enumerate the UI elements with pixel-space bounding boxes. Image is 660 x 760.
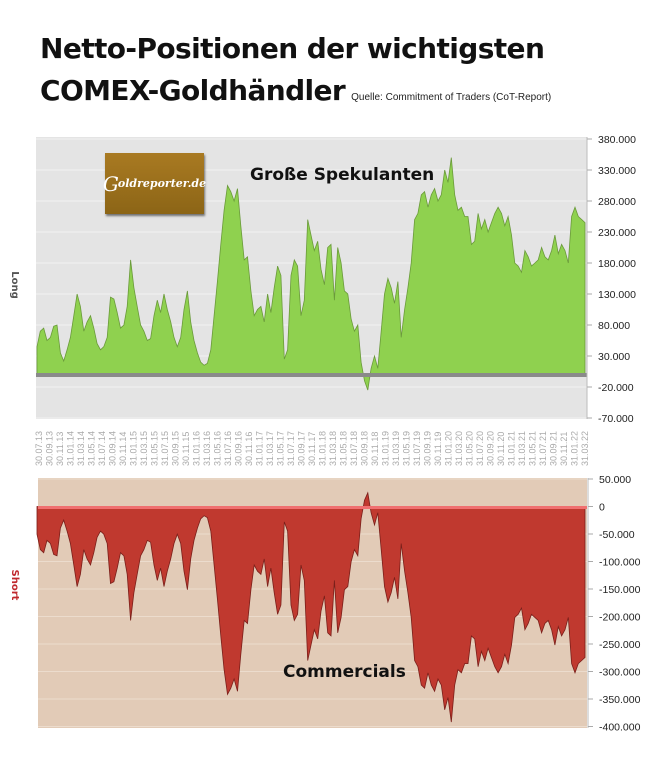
- x-date-label: 30.11.17: [307, 432, 317, 466]
- x-date-label: 31.05.20: [465, 431, 475, 466]
- x-date-label: 31.03.20: [454, 431, 464, 466]
- y-tick-label: 330.000: [598, 165, 636, 177]
- lower-zero-baseline: [38, 506, 587, 509]
- logo-text: oldreporter.de: [117, 177, 207, 190]
- x-date-label: 31.01.19: [381, 431, 391, 466]
- x-date-label: 31.03.14: [76, 431, 86, 466]
- y-tick-label: 180.000: [598, 258, 636, 270]
- x-date-label: 31.05.19: [402, 431, 412, 466]
- upper-zero-baseline: [36, 373, 587, 377]
- y-tick-label: -350.000: [599, 694, 641, 706]
- y-tick-label: -100.000: [599, 557, 641, 569]
- chart-title: Netto-Positionen der wichtigsten COMEX-G…: [40, 28, 551, 119]
- x-date-label: 30.09.15: [171, 431, 181, 466]
- x-date-label: 31.03.19: [391, 431, 401, 466]
- x-date-label: 31.05.14: [87, 431, 97, 466]
- x-date-label: 31.05.21: [528, 431, 538, 466]
- y-tick-label: 230.000: [598, 227, 636, 239]
- y-tick-label: 30.000: [598, 351, 630, 363]
- y-tick-label: -250.000: [599, 639, 641, 651]
- x-date-label: 30.09.17: [297, 431, 307, 466]
- y-tick-label: -70.000: [598, 413, 634, 425]
- x-date-label: 31.01.18: [318, 431, 328, 466]
- x-date-label: 30.11.19: [433, 432, 443, 466]
- upper-series-label: Große Spekulanten: [250, 165, 434, 185]
- y-tick-label: -150.000: [599, 584, 641, 596]
- lower-y-label: Short: [9, 570, 20, 601]
- x-date-label: 31.03.18: [328, 431, 338, 466]
- x-date-label: 31.07.21: [538, 431, 548, 466]
- lower-y-ticks: 50.000 0 -50.000 -100.000 -150.000 -200.000 -2…: [588, 474, 641, 734]
- y-tick-label: -20.000: [598, 382, 634, 394]
- x-date-label: 31.05.16: [213, 431, 223, 466]
- x-date-label: 30.09.21: [549, 431, 559, 466]
- x-date-label: 30.11.18: [370, 432, 380, 466]
- x-date-label: 30.11.13: [55, 432, 65, 466]
- x-date-label: 31.01.20: [444, 431, 454, 466]
- x-date-label: 30.09.16: [234, 431, 244, 466]
- lower-series-label: Commercials: [283, 662, 406, 682]
- y-tick-label: 380.000: [598, 134, 636, 146]
- long-area-series: [36, 157, 586, 391]
- x-date-label: 31.01.21: [507, 431, 517, 466]
- y-tick-label: -300.000: [599, 667, 641, 679]
- x-date-label: 30.11.21: [559, 432, 569, 466]
- y-tick-label: -50.000: [599, 529, 635, 541]
- title-line-1: Netto-Positionen der wichtigsten: [40, 32, 545, 65]
- x-date-label: 31.05.15: [150, 431, 160, 466]
- title-line-2: COMEX-Goldhändler: [40, 74, 346, 107]
- y-tick-label: 0: [599, 502, 605, 514]
- x-date-label: 31.05.17: [276, 431, 286, 466]
- y-tick-label: 280.000: [598, 196, 636, 208]
- lower-chart: 50.000 0 -50.000 -100.000 -150.000 -200.000 -2…: [9, 474, 641, 734]
- short-area-series: [36, 491, 586, 723]
- x-date-label: 31.07.18: [349, 431, 359, 466]
- y-tick-label: 50.000: [599, 474, 631, 486]
- x-date-label: 30.09.13: [45, 431, 55, 466]
- logo-initial: G: [102, 171, 119, 196]
- x-date-label: 31.03.21: [517, 431, 527, 466]
- x-date-label: 31.01.17: [255, 431, 265, 466]
- x-date-label: 31.07.14: [97, 431, 107, 466]
- x-date-label: 31.03.22: [580, 431, 590, 466]
- x-date-label: 31.01.14: [66, 431, 76, 466]
- x-date-label: 31.07.17: [286, 431, 296, 466]
- x-date-label: 31.03.15: [139, 431, 149, 466]
- x-date-label: 31.03.16: [202, 431, 212, 466]
- x-date-label: 31.01.22: [570, 431, 580, 466]
- x-date-label: 30.11.16: [244, 432, 254, 466]
- y-tick-label: -200.000: [599, 612, 641, 624]
- x-date-label: 31.07.16: [223, 431, 233, 466]
- x-date-label: 31.05.18: [339, 431, 349, 466]
- x-date-label: 30.09.14: [108, 431, 118, 466]
- x-date-label: 30.09.20: [486, 431, 496, 466]
- x-date-label: 31.07.15: [160, 431, 170, 466]
- x-date-label: 30.09.18: [360, 431, 370, 466]
- x-date-label: 31.01.15: [129, 431, 139, 466]
- source-note: Quelle: Commitment of Traders (CoT-Repor…: [351, 92, 552, 103]
- x-date-label: 30.09.19: [423, 431, 433, 466]
- x-date-label: 30.11.14: [118, 432, 128, 466]
- y-tick-label: -400.000: [599, 722, 641, 734]
- x-date-label: 30.11.15: [181, 432, 191, 466]
- y-tick-label: 80.000: [598, 320, 630, 332]
- x-axis-date-labels: 30.07.13 30.09.13 30.11.13 31.01.14 31.03.14…: [34, 431, 590, 466]
- y-tick-label: 130.000: [598, 289, 636, 301]
- x-date-label: 30.07.13: [34, 431, 44, 466]
- upper-y-ticks: 380.000 330.000 280.000 230.000 180.000 130.0…: [587, 134, 636, 425]
- x-date-label: 31.03.17: [265, 431, 275, 466]
- x-date-label: 31.01.16: [192, 431, 202, 466]
- x-date-label: 31.07.20: [475, 431, 485, 466]
- upper-y-label: Long: [9, 271, 20, 299]
- x-date-label: 30.11.20: [496, 432, 506, 466]
- x-date-label: 31.07.19: [412, 431, 422, 466]
